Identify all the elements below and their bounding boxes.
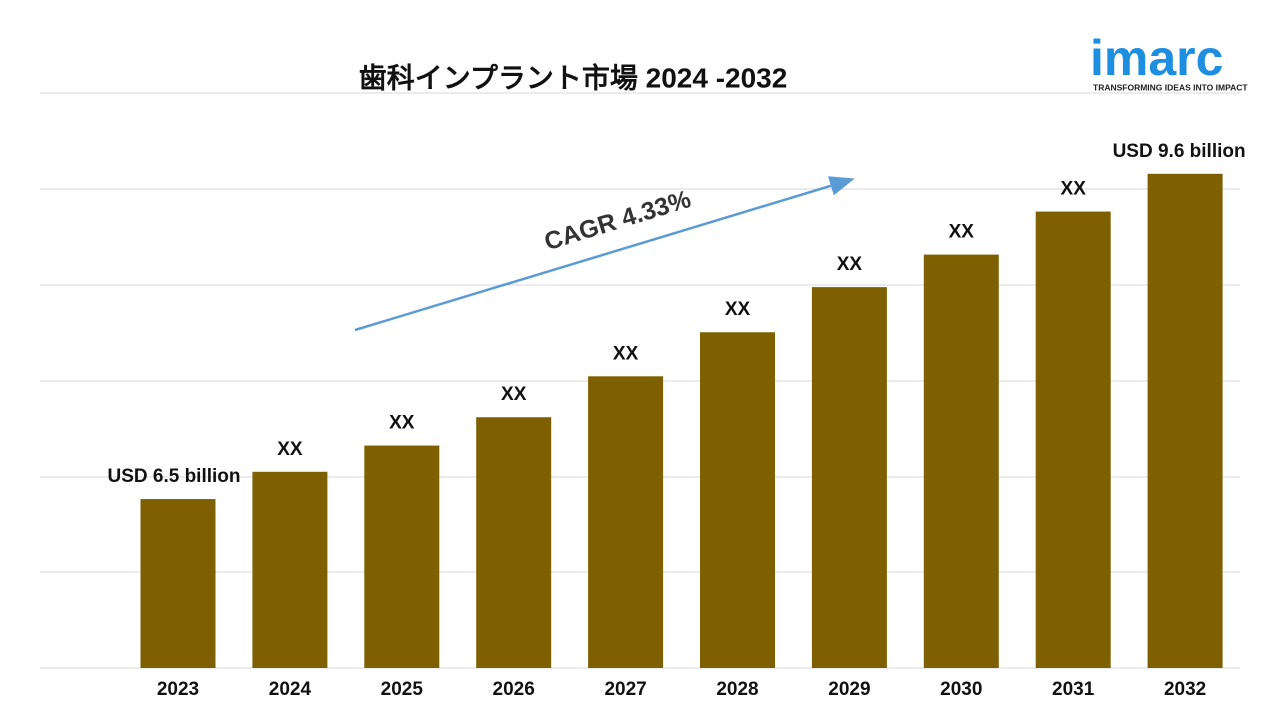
x-tick-label: 2031	[1052, 679, 1095, 700]
x-tick-label: 2029	[828, 679, 870, 700]
bar	[588, 376, 664, 668]
x-tick-label: 2026	[493, 679, 535, 700]
bar	[252, 471, 328, 668]
bar	[1035, 211, 1111, 669]
x-tick-label: 2032	[1164, 679, 1206, 700]
logo: imarc	[1090, 30, 1223, 86]
bar	[923, 254, 999, 668]
x-tick-label: 2027	[604, 679, 646, 700]
x-tick-label: 2025	[381, 679, 424, 700]
cagr-annotation: CAGR 4.33%	[541, 185, 694, 256]
x-tick-label: 2030	[940, 679, 982, 700]
trend-arrow	[354, 176, 855, 332]
data-label: XX	[1061, 179, 1087, 200]
data-label: XX	[949, 222, 975, 243]
data-label: XX	[277, 439, 303, 460]
data-label: USD 6.5 billion	[107, 466, 240, 487]
data-label: XX	[725, 299, 751, 320]
bar	[1147, 173, 1223, 668]
bar	[811, 287, 887, 668]
bar	[476, 417, 552, 668]
data-label: XX	[613, 343, 639, 364]
data-label: USD 9.6 billion	[1113, 141, 1246, 162]
bar	[364, 445, 440, 668]
chart-title: 歯科インプラント市場 2024 -2032	[359, 61, 788, 93]
x-tick-label: 2024	[269, 679, 312, 700]
x-tick-label: 2028	[716, 679, 758, 700]
bar	[140, 499, 216, 668]
data-label: XX	[837, 254, 863, 275]
data-label: XX	[501, 384, 527, 405]
bar	[700, 332, 775, 668]
x-tick-label: 2023	[157, 679, 199, 700]
logo-tagline: TRANSFORMING IDEAS INTO IMPACT	[1093, 82, 1248, 92]
data-label: XX	[389, 413, 415, 434]
